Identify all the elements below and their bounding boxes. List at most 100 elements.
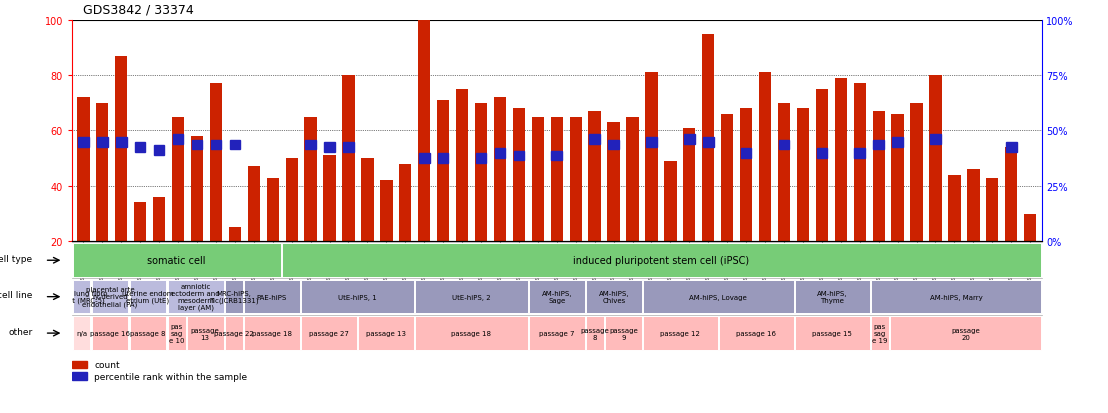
Text: cell type: cell type bbox=[0, 254, 32, 263]
Text: induced pluripotent stem cell (iPSC): induced pluripotent stem cell (iPSC) bbox=[573, 256, 749, 266]
Bar bbox=[229, 140, 240, 150]
Text: uterine endom
etrium (UtE): uterine endom etrium (UtE) bbox=[122, 290, 174, 304]
Text: passage 12: passage 12 bbox=[660, 330, 700, 336]
Bar bbox=[455, 90, 469, 297]
Bar bbox=[1006, 143, 1016, 153]
Bar bbox=[154, 146, 164, 155]
Text: passage 16: passage 16 bbox=[737, 330, 777, 336]
Bar bbox=[873, 140, 884, 150]
Text: AM-hiPS,
Sage: AM-hiPS, Sage bbox=[542, 290, 572, 304]
Bar bbox=[589, 135, 599, 145]
Bar bbox=[380, 181, 392, 297]
Bar bbox=[475, 104, 488, 297]
Text: UtE-hiPS, 2: UtE-hiPS, 2 bbox=[452, 294, 491, 300]
Bar bbox=[358, 317, 413, 350]
Bar bbox=[172, 117, 184, 297]
Bar bbox=[702, 138, 714, 147]
Bar bbox=[871, 317, 889, 350]
Bar bbox=[570, 117, 582, 297]
Bar bbox=[552, 151, 562, 161]
Bar bbox=[778, 104, 790, 297]
Text: passage 18: passage 18 bbox=[451, 330, 491, 336]
Text: amniotic
ectoderm and
mesoderm
layer (AM): amniotic ectoderm and mesoderm layer (AM… bbox=[172, 283, 219, 311]
Bar bbox=[73, 317, 91, 350]
Bar bbox=[438, 154, 449, 164]
Bar bbox=[167, 317, 185, 350]
Bar bbox=[225, 317, 243, 350]
Bar bbox=[643, 280, 793, 313]
Bar bbox=[890, 317, 1040, 350]
Text: placental arte
ry-derived
endothelial (PA): placental arte ry-derived endothelial (P… bbox=[82, 287, 137, 307]
Bar bbox=[529, 317, 585, 350]
Bar bbox=[794, 280, 870, 313]
Bar bbox=[986, 178, 998, 297]
Bar bbox=[300, 280, 413, 313]
Text: n/a: n/a bbox=[76, 330, 88, 336]
Bar bbox=[646, 138, 657, 147]
Bar bbox=[414, 280, 527, 313]
Bar bbox=[300, 317, 357, 350]
Bar bbox=[494, 149, 505, 158]
Bar bbox=[626, 117, 638, 297]
Bar bbox=[419, 154, 430, 164]
Bar bbox=[342, 76, 355, 297]
Bar bbox=[911, 104, 923, 297]
Bar bbox=[325, 143, 335, 153]
Bar bbox=[414, 317, 527, 350]
Bar bbox=[513, 109, 525, 297]
Bar bbox=[930, 76, 942, 297]
Bar bbox=[78, 138, 89, 147]
Bar bbox=[605, 317, 642, 350]
Bar bbox=[191, 137, 203, 297]
Bar bbox=[872, 112, 885, 297]
Bar bbox=[286, 159, 298, 297]
Bar bbox=[853, 84, 865, 297]
Text: passage 16: passage 16 bbox=[90, 330, 130, 336]
Text: passage 18: passage 18 bbox=[252, 330, 291, 336]
Bar bbox=[192, 140, 203, 150]
Bar bbox=[281, 244, 1040, 277]
Bar bbox=[115, 57, 127, 297]
Text: passage 7: passage 7 bbox=[538, 330, 575, 336]
Bar bbox=[817, 149, 828, 158]
Bar bbox=[72, 373, 88, 380]
Bar bbox=[1005, 148, 1017, 297]
Bar bbox=[514, 151, 524, 161]
Bar bbox=[892, 138, 903, 147]
Text: AM-hiPS, Marry: AM-hiPS, Marry bbox=[930, 294, 983, 300]
Bar bbox=[643, 317, 718, 350]
Bar bbox=[740, 109, 752, 297]
Bar bbox=[305, 117, 317, 297]
Bar bbox=[73, 280, 91, 313]
Bar bbox=[186, 317, 224, 350]
Bar bbox=[73, 244, 280, 277]
Bar bbox=[225, 280, 243, 313]
Bar bbox=[931, 135, 941, 145]
Bar bbox=[759, 73, 771, 297]
Bar bbox=[134, 203, 146, 297]
Bar bbox=[607, 123, 619, 297]
Bar bbox=[719, 317, 793, 350]
Bar bbox=[96, 104, 109, 297]
Bar bbox=[267, 178, 279, 297]
Bar bbox=[343, 143, 353, 153]
Bar bbox=[1024, 214, 1036, 297]
Bar bbox=[324, 156, 336, 297]
Bar bbox=[702, 34, 715, 297]
Text: AM-hiPS, Lovage: AM-hiPS, Lovage bbox=[689, 294, 747, 300]
Text: PAE-hiPS: PAE-hiPS bbox=[256, 294, 287, 300]
Bar bbox=[211, 140, 222, 150]
Bar bbox=[645, 73, 658, 297]
Bar bbox=[72, 361, 88, 368]
Bar bbox=[684, 135, 695, 145]
Text: somatic cell: somatic cell bbox=[147, 256, 206, 266]
Text: GDS3842 / 33374: GDS3842 / 33374 bbox=[83, 4, 194, 17]
Bar bbox=[551, 117, 563, 297]
Bar bbox=[437, 101, 450, 297]
Text: passage 8: passage 8 bbox=[131, 330, 166, 336]
Text: passage 22: passage 22 bbox=[214, 330, 254, 336]
Text: other: other bbox=[8, 327, 32, 336]
Bar bbox=[173, 135, 183, 145]
Bar bbox=[399, 164, 411, 297]
Bar bbox=[532, 117, 544, 297]
